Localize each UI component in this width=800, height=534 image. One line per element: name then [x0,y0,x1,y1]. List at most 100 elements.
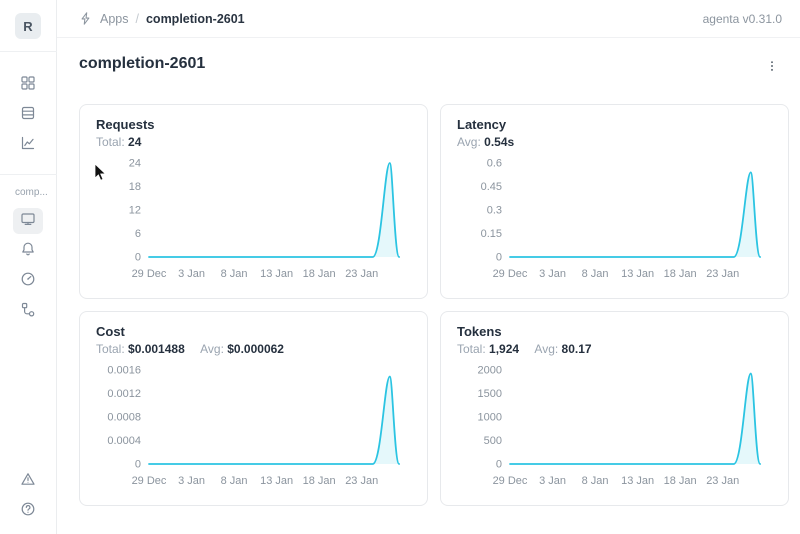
requests-card: Requests Total: 24 0 6 12 18 24 29 Dec 3 Jan 8 … [79,104,428,299]
overview-monitor-icon [20,211,36,232]
y-axis-tick-label: 0 [135,252,141,264]
x-axis-tick-label: 18 Jan [664,268,697,280]
y-axis-tick-label: 0.0004 [107,435,141,447]
sidebar-item-help[interactable] [13,498,43,524]
page-menu-button[interactable] [760,54,784,78]
charts-grid: Requests Total: 24 0 6 12 18 24 29 Dec 3 Jan 8 … [79,104,789,506]
x-axis-tick-label: 8 Jan [582,268,609,280]
y-axis-tick-label: 500 [484,435,502,447]
tokens-card: Tokens Total: 1,924 Avg: 80.17 0 500 1000 1… [440,311,789,506]
stat-avg: Avg: $0.000062 [200,342,284,356]
x-axis-tick-label: 23 Jan [345,268,378,280]
top-bar: Apps / completion-2601 agenta v0.31.0 [57,0,800,38]
y-axis-tick-label: 12 [129,205,141,217]
y-axis-tick-label: 2000 [478,365,502,377]
x-axis-tick-label: 29 Dec [132,475,167,487]
breadcrumb-apps-link[interactable]: Apps [100,11,129,26]
sidebar-item-overview[interactable] [13,208,43,234]
breadcrumb-current: completion-2601 [145,11,245,26]
y-axis-tick-label: 1500 [478,388,502,400]
x-axis-tick-label: 18 Jan [303,268,336,280]
series-line [148,162,401,258]
app-version: agenta v0.31.0 [702,11,782,26]
registry-list-icon [20,105,36,126]
sidebar-item-analytics[interactable] [13,132,43,158]
card-title: Tokens [457,324,502,339]
card-stats: Avg: 0.54s [457,135,772,149]
page-title: completion-2601 [79,55,206,72]
stat-total: Total: 1,924 [457,342,520,356]
sidebar-app-nav [13,206,43,326]
apps-grid-icon [20,75,36,96]
y-axis-tick-label: 0.6 [487,158,502,170]
latency-card: Latency Avg: 0.54s 0 0.15 0.3 0.45 0.6 29 Dec… [440,104,789,299]
stat-avg: Avg: 80.17 [534,342,592,356]
x-axis-tick-label: 29 Dec [493,475,528,487]
lightning-icon [79,11,93,26]
series-line [509,372,762,465]
y-axis-tick-label: 1000 [478,412,502,424]
y-axis-tick-label: 6 [135,228,141,240]
card-title: Requests [96,117,155,132]
series-area-fill [149,163,400,257]
y-axis-tick-label: 0.45 [481,181,502,193]
x-axis-tick-label: 29 Dec [493,268,528,280]
x-axis-tick-label: 3 Jan [178,475,205,487]
x-axis-tick-label: 23 Jan [345,475,378,487]
y-axis-tick-label: 18 [129,181,141,193]
sidebar-item-traces[interactable] [13,298,43,324]
latency-line-chart: 0 0.15 0.3 0.45 0.6 29 Dec 3 Jan 8 Jan 13 Jan 18 … [481,158,762,280]
x-axis-tick-label: 3 Jan [539,268,566,280]
card-title: Latency [457,117,507,132]
x-axis-tick-label: 13 Jan [621,475,654,487]
y-axis-tick-label: 0.0016 [107,365,141,377]
y-axis-tick-label: 0 [135,459,141,471]
help-icon [20,501,36,522]
breadcrumb-separator: / [135,11,139,26]
x-axis-tick-label: 18 Jan [303,475,336,487]
sidebar-item-gauge[interactable] [13,268,43,294]
series-line [509,171,762,258]
sidebar-global-nav [13,70,43,160]
tokens-line-chart: 0 500 1000 1500 2000 29 Dec 3 Jan 8 Jan 13 Jan 18… [478,365,762,487]
sidebar-divider [0,174,57,175]
y-axis-tick-label: 0.15 [481,228,502,240]
sidebar-bottom-nav [13,466,43,534]
x-axis-tick-label: 13 Jan [260,268,293,280]
x-axis-tick-label: 29 Dec [132,268,167,280]
x-axis-tick-label: 3 Jan [178,268,205,280]
sidebar-item-alerts[interactable] [13,468,43,494]
cost-line-chart: 0 0.0004 0.0008 0.0012 0.0016 29 Dec 3 Jan 8 Ja… [107,365,401,487]
card-stats: Total: 24 [96,135,411,149]
y-axis-tick-label: 0.0008 [107,412,141,424]
series-area-fill [510,373,761,464]
series-line [148,375,401,465]
notifications-bell-icon [20,241,36,262]
x-axis-tick-label: 13 Jan [621,268,654,280]
x-axis-tick-label: 8 Jan [221,475,248,487]
workspace-avatar[interactable]: R [15,13,41,39]
cost-card: Cost Total: $0.001488 Avg: $0.000062 0 0.… [79,311,428,506]
card-stats: Total: 1,924 Avg: 80.17 [457,342,772,356]
y-axis-tick-label: 0 [496,252,502,264]
x-axis-tick-label: 18 Jan [664,475,697,487]
card-stats: Total: $0.001488 Avg: $0.000062 [96,342,411,356]
card-title: Cost [96,324,125,339]
page-content: completion-2601 Requests Total: [57,38,800,534]
y-axis-tick-label: 0 [496,459,502,471]
app-section-label: comp... [15,187,48,198]
stat-total: Total: 24 [96,135,142,149]
sidebar-item-notifications[interactable] [13,238,43,264]
x-axis-tick-label: 3 Jan [539,475,566,487]
requests-line-chart: 0 6 12 18 24 29 Dec 3 Jan 8 Jan 13 Jan 18 Jan 23 J… [129,158,401,280]
sidebar-divider [0,51,57,52]
kebab-menu-icon [765,58,779,74]
series-area-fill [510,172,761,257]
y-axis-tick-label: 0.3 [487,205,502,217]
page-header: completion-2601 [79,54,784,78]
x-axis-tick-label: 13 Jan [260,475,293,487]
sidebar-item-registry[interactable] [13,102,43,128]
breadcrumb: Apps / completion-2601 [79,11,245,26]
sidebar-item-apps[interactable] [13,72,43,98]
